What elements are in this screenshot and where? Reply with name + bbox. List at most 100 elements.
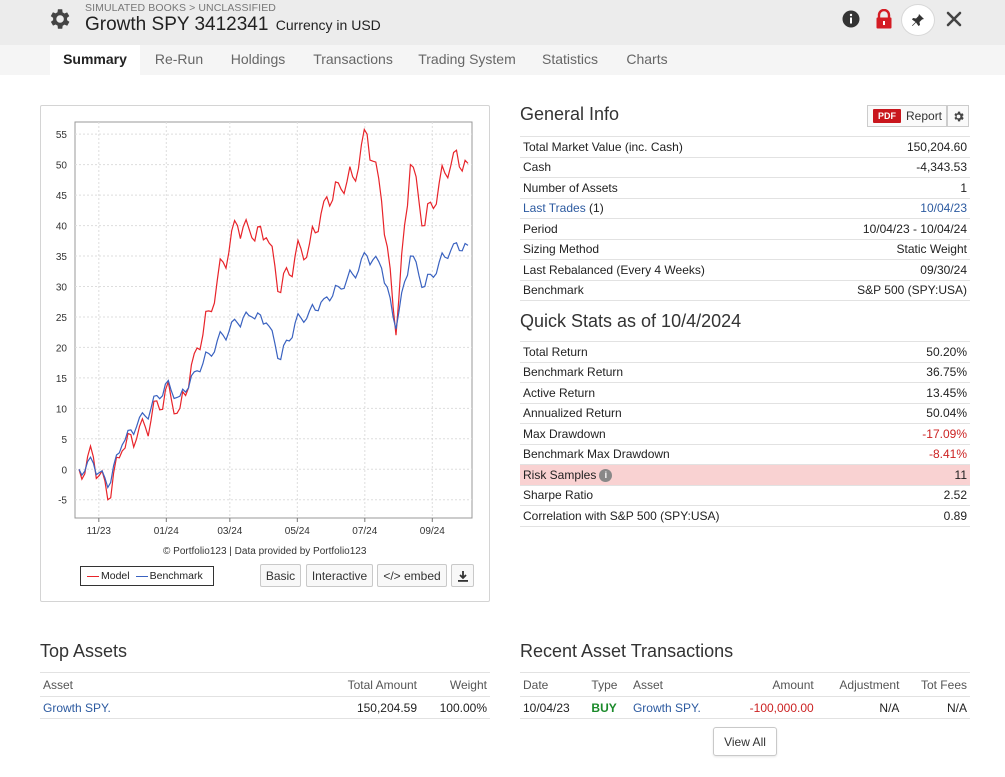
col-date[interactable]: Date xyxy=(520,672,589,697)
interactive-button[interactable]: Interactive xyxy=(306,564,373,587)
y-tick-label: 50 xyxy=(56,161,68,172)
gear-icon[interactable] xyxy=(46,6,72,32)
header-bar: SIMULATED BOOKS > UNCLASSIFIED Growth SP… xyxy=(0,0,1005,45)
chart-legend: Model Benchmark xyxy=(80,566,214,586)
currency-label: Currency in USD xyxy=(275,17,381,33)
info-row: Last Rebalanced (Every 4 Weeks) 09/30/24 xyxy=(520,259,970,280)
total-amount-cell: 150,204.59 xyxy=(228,696,420,719)
legend-benchmark[interactable]: Benchmark xyxy=(135,570,203,582)
lock-icon[interactable] xyxy=(873,8,895,30)
col-weight[interactable]: Weight xyxy=(420,672,490,697)
info-label: Sizing Method xyxy=(520,238,799,260)
table-row: Growth SPY. 150,204.59 100.00% xyxy=(40,696,490,719)
stat-value: 13.45% xyxy=(879,382,970,403)
y-tick-label: 55 xyxy=(56,130,68,141)
info-label: Cash xyxy=(520,156,799,178)
tab-charts[interactable]: Charts xyxy=(626,51,668,67)
series-line-benchmark xyxy=(78,242,469,490)
x-tick-label: 11/23 xyxy=(87,526,112,536)
y-tick-label: 30 xyxy=(56,282,68,293)
y-tick-label: 25 xyxy=(56,313,68,324)
info-value: -4,343.53 xyxy=(798,156,970,178)
stat-value: 36.75% xyxy=(879,361,970,383)
tab-trading-system[interactable]: Trading System xyxy=(418,51,516,67)
stat-value: 50.04% xyxy=(879,402,970,424)
close-icon[interactable] xyxy=(943,8,965,30)
info-value: 150,204.60 xyxy=(798,136,970,157)
asset-link[interactable]: Growth SPY. xyxy=(43,700,111,715)
col-amount[interactable]: Amount xyxy=(725,672,817,697)
col-asset[interactable]: Asset xyxy=(629,672,726,697)
chart-credit: © Portfolio123 | Data provided by Portfo… xyxy=(163,546,367,557)
col-total-amount[interactable]: Total Amount xyxy=(228,672,420,697)
info-value: 09/30/24 xyxy=(798,259,970,280)
pin-button[interactable] xyxy=(901,4,935,36)
basic-button[interactable]: Basic xyxy=(260,564,301,587)
col-adjustment[interactable]: Adjustment xyxy=(816,672,903,697)
info-row: Period 10/04/23 - 10/04/24 xyxy=(520,218,970,239)
stat-row: Benchmark Return 36.75% xyxy=(520,361,970,383)
stat-row: Annualized Return 50.04% xyxy=(520,402,970,424)
stat-value: 0.89 xyxy=(879,505,970,527)
last-trades-link[interactable]: Last Trades xyxy=(523,201,586,216)
tab-statistics[interactable]: Statistics xyxy=(541,51,598,67)
download-button[interactable] xyxy=(451,564,474,587)
y-tick-label: 20 xyxy=(56,343,68,354)
stat-value: 2.52 xyxy=(879,484,970,506)
stat-row: Correlation with S&P 500 (SPY:USA) 0.89 xyxy=(520,505,970,527)
recent-transactions-table: Date Type Asset Amount Adjustment Tot Fe… xyxy=(520,672,970,719)
tab-summary[interactable]: Summary xyxy=(50,45,140,75)
info-row: Last Trades (1) 10/04/23 xyxy=(520,197,970,219)
tab-transactions[interactable]: Transactions xyxy=(313,51,393,67)
report-settings-button[interactable] xyxy=(947,105,969,127)
stat-label: Correlation with S&P 500 (SPY:USA) xyxy=(520,505,880,527)
table-header-row: Date Type Asset Amount Adjustment Tot Fe… xyxy=(520,672,970,697)
stat-row-highlighted: Risk Samples i 11 xyxy=(520,464,970,485)
breadcrumb[interactable]: SIMULATED BOOKS > UNCLASSIFIED xyxy=(85,2,276,14)
legend-model-swatch xyxy=(87,575,99,577)
top-assets-title: Top Assets xyxy=(40,641,128,661)
fees-cell: N/A xyxy=(902,696,970,719)
tab-re-run[interactable]: Re-Run xyxy=(154,51,204,67)
legend-model[interactable]: Model xyxy=(87,570,130,582)
adjustment-cell: N/A xyxy=(816,696,903,719)
series-line-model xyxy=(78,127,469,501)
col-type[interactable]: Type xyxy=(588,672,630,697)
asset-link[interactable]: Growth SPY. xyxy=(632,700,701,715)
book-name: Growth SPY 3412341 xyxy=(85,14,269,35)
x-tick-label: 03/24 xyxy=(217,526,242,536)
performance-chart-panel: -5 0 5 10 15 20 25 30 35 40 45 50 55 11/23 01/24 03/24 0… xyxy=(40,105,490,602)
pdf-report-button[interactable]: PDF Report xyxy=(867,105,947,127)
col-fees[interactable]: Tot Fees xyxy=(902,672,970,697)
embed-button[interactable]: </> embed xyxy=(377,564,447,587)
recent-transactions-title: Recent Asset Transactions xyxy=(520,641,734,661)
stat-value: 11 xyxy=(879,464,970,485)
table-header-row: Asset Total Amount Weight xyxy=(40,672,490,697)
y-tick-label: 35 xyxy=(56,252,68,263)
stat-row: Max Drawdown -17.09% xyxy=(520,423,970,444)
stat-row: Active Return 13.45% xyxy=(520,382,970,403)
y-tick-label: -5 xyxy=(58,496,67,507)
stat-label: Benchmark Return xyxy=(520,361,880,383)
info-value: Static Weight xyxy=(798,238,970,260)
table-row: 10/04/23 BUY Growth SPY. -100,000.00 N/A… xyxy=(520,696,970,719)
info-icon[interactable] xyxy=(840,8,862,30)
info-label: Last Rebalanced (Every 4 Weeks) xyxy=(520,259,799,280)
info-icon[interactable]: i xyxy=(599,468,613,482)
y-tick-label: 0 xyxy=(61,465,67,476)
stat-value: -17.09% xyxy=(879,423,970,444)
performance-chart[interactable]: -5 0 5 10 15 20 25 30 35 40 45 50 55 11/23 01/24 03/24 0… xyxy=(41,106,491,536)
stat-label: Max Drawdown xyxy=(520,423,880,444)
info-row: Total Market Value (inc. Cash) 150,204.60 xyxy=(520,136,970,157)
quick-stats-title: Quick Stats as of 10/4/2024 xyxy=(520,311,742,331)
general-info-table: Total Market Value (inc. Cash) 150,204.60… xyxy=(520,136,970,301)
y-tick-label: 5 xyxy=(61,435,67,446)
stat-label: Total Return xyxy=(520,341,880,362)
col-asset[interactable]: Asset xyxy=(40,672,228,697)
tab-holdings[interactable]: Holdings xyxy=(230,51,286,67)
view-all-button[interactable]: View All xyxy=(713,727,777,756)
last-trade-date-link[interactable]: 10/04/23 xyxy=(920,201,967,216)
stat-value: -8.41% xyxy=(879,443,970,465)
info-row: Number of Assets 1 xyxy=(520,177,970,198)
weight-cell: 100.00% xyxy=(420,696,490,719)
